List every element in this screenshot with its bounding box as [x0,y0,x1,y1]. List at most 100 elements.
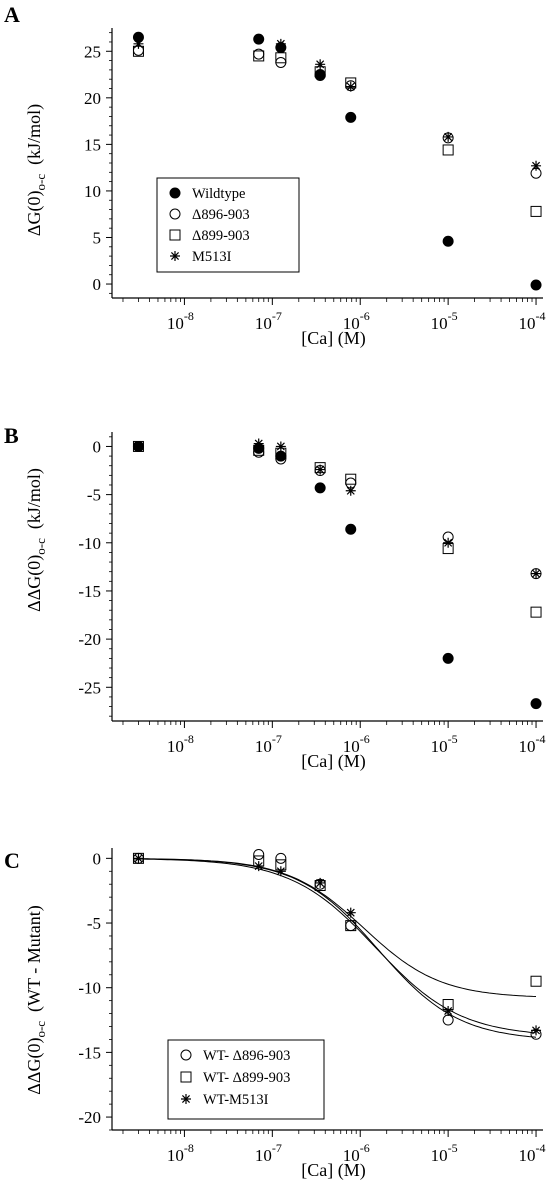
y-tick-label: -25 [78,678,101,697]
x-tick-label: 10-6 [343,1141,370,1165]
data-point [531,1025,542,1036]
data-point [531,568,542,579]
data-point [530,279,542,291]
data-point [133,853,144,864]
legend-marker [169,208,181,220]
data-point [133,441,144,452]
series-1 [132,852,542,1011]
data-point [530,205,542,217]
y-tick-label: 5 [93,228,102,247]
x-tick-label: 10-7 [255,309,282,333]
legend-box [156,177,300,273]
x-tick-label: 10-7 [255,1141,282,1165]
data-point [253,34,264,45]
data-point [345,523,357,535]
data-point [253,861,264,872]
data-point [443,1005,454,1016]
data-point [442,235,454,247]
data-point [442,144,454,156]
y-tick-label: 0 [93,437,102,456]
series-0 [132,440,542,710]
y-tick-label: 10 [84,182,101,201]
x-axis-title: [Ca] (M) [301,751,365,772]
fit-curve-2 [133,858,537,1034]
fit-curve-1 [134,858,537,997]
x-tick-label: 10-5 [431,1141,458,1165]
y-tick-label: -5 [87,486,101,505]
data-point [442,1014,454,1026]
data-point [253,438,264,449]
x-axis-title: [Ca] (M) [301,1160,365,1181]
series-2 [133,853,542,1036]
series-3 [133,34,542,171]
y-tick-label: 0 [93,849,102,868]
y-tick-label: -10 [78,979,101,998]
series-3 [133,438,542,579]
data-point [133,38,144,49]
x-tick-label: 10-4 [519,309,546,333]
data-point [275,38,286,49]
fit-curve-0 [134,858,537,1038]
y-axis-title: ΔΔG(0)o-c (kJ/mol) [24,468,48,612]
series-0 [132,848,542,1040]
y-tick-label: -20 [78,630,101,649]
data-point [443,537,454,548]
x-tick-label: 10-6 [343,732,370,756]
legend-label: Wildtype [192,186,245,202]
data-point [275,453,287,465]
data-point [275,866,286,877]
y-axis-title: ΔΔG(0)o-c (WT - Mutant) [24,905,48,1094]
y-axis-title: ΔG(0)o-c (kJ/mol) [24,104,48,236]
x-tick-label: 10-4 [519,732,546,756]
series-1 [132,440,542,580]
legend-label: M513I [192,249,232,265]
y-tick-label: 20 [84,89,101,108]
x-tick-label: 10-8 [167,732,194,756]
data-point [345,111,357,123]
x-tick-label: 10-5 [431,309,458,333]
panel-letter: A [4,2,20,27]
series-2 [132,440,542,618]
legend-label: WT- Δ899-903 [203,1070,290,1086]
panel-letter: C [4,848,20,873]
data-point [530,606,542,618]
y-tick-label: -5 [87,914,101,933]
data-point [443,131,454,142]
y-tick-label: -15 [78,1043,101,1062]
panel-b: B 0 -5 -10 -15 -20 -25 10-8 10-7 10-6 10-5 10-4 [Ca]… [4,423,546,772]
legend-label: Δ899-903 [192,228,250,244]
legend-marker [180,1071,192,1083]
legend-label: WT-M513I [203,1092,269,1108]
panel-c: C 0 -5 -10 -15 -20 10-8 10-7 10-6 10-5 10-4 [Ca] (M… [4,848,546,1181]
legend-marker [169,229,181,241]
legend-box [167,1039,325,1120]
data-point [345,485,356,496]
data-point [442,652,454,664]
x-axis-title: [Ca] (M) [301,328,365,349]
legend-label: Δ896-903 [192,207,250,223]
y-tick-label: 0 [93,275,102,294]
data-point [275,52,287,64]
series-1 [132,44,542,179]
legend-label: WT- Δ896-903 [203,1048,290,1064]
data-point [314,482,326,494]
data-point [345,81,356,92]
data-point [275,852,287,864]
y-tick-label: -10 [78,534,101,553]
y-tick-label: 25 [84,42,101,61]
panel-letter: B [4,423,19,448]
data-point [314,69,326,81]
data-point [345,473,357,485]
legend-marker [170,251,180,261]
data-point [315,59,326,70]
x-tick-label: 10-7 [255,732,282,756]
data-point [253,848,265,860]
legend-marker [180,1049,192,1061]
data-point [345,920,357,932]
data-point [530,698,542,710]
x-tick-label: 10-4 [519,1141,546,1165]
data-point [345,907,356,918]
data-point [315,464,326,475]
y-tick-label: -15 [78,582,101,601]
